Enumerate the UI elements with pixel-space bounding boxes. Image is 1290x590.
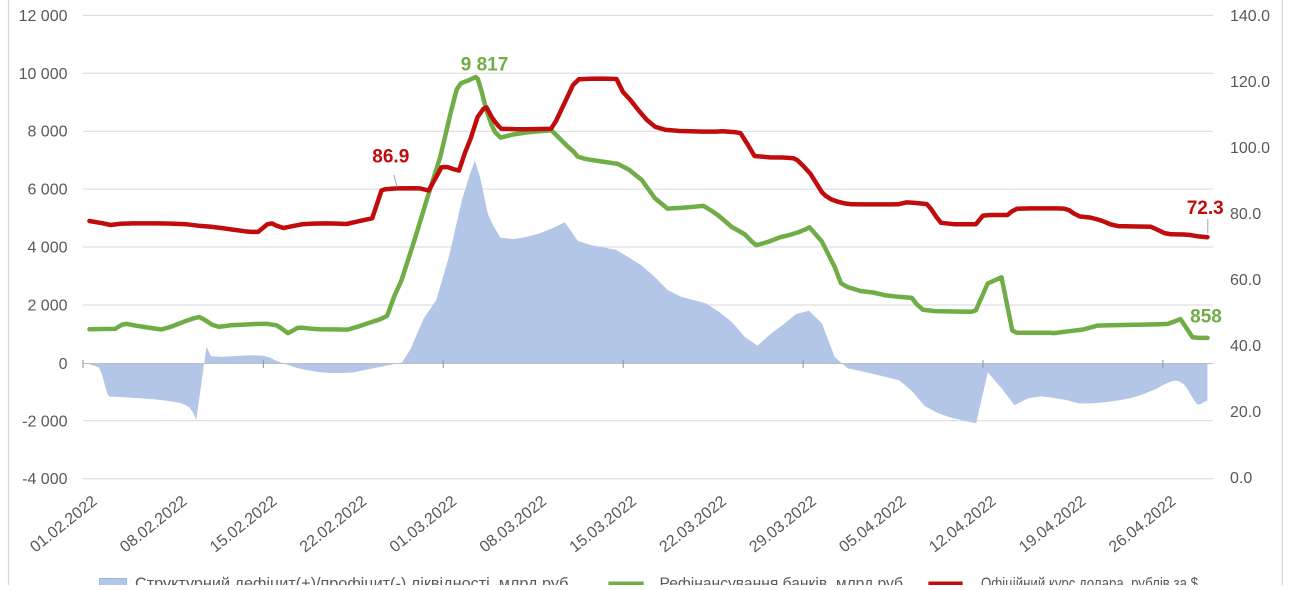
svg-text:0.0: 0.0 — [1230, 470, 1252, 487]
svg-text:4 000: 4 000 — [27, 240, 67, 257]
svg-text:9 817: 9 817 — [461, 55, 509, 76]
svg-text:Структурний дефіцит(+)/профіци: Структурний дефіцит(+)/профіцит(-) лікві… — [135, 576, 568, 586]
svg-text:100.0: 100.0 — [1230, 140, 1270, 157]
svg-text:858: 858 — [1190, 306, 1222, 327]
svg-text:120.0: 120.0 — [1230, 74, 1270, 91]
svg-text:140.0: 140.0 — [1230, 8, 1270, 25]
svg-text:10 000: 10 000 — [19, 66, 68, 83]
svg-text:20.0: 20.0 — [1230, 404, 1261, 421]
svg-text:0: 0 — [59, 356, 68, 373]
svg-text:72.3: 72.3 — [1187, 198, 1224, 219]
svg-text:12 000: 12 000 — [19, 8, 68, 25]
svg-text:-4 000: -4 000 — [22, 471, 67, 488]
svg-text:-2 000: -2 000 — [22, 413, 67, 430]
svg-text:Рефінансування банків, млрд ру: Рефінансування банків, млрд руб — [660, 576, 903, 586]
svg-text:8 000: 8 000 — [27, 124, 67, 141]
svg-text:6 000: 6 000 — [27, 182, 67, 199]
svg-text:2 000: 2 000 — [27, 298, 67, 315]
svg-text:60.0: 60.0 — [1230, 272, 1261, 289]
svg-text:40.0: 40.0 — [1230, 338, 1261, 355]
svg-text:Офіційний курс долара, рублів: Офіційний курс долара, рублів за $ — [981, 576, 1198, 586]
svg-text:86.9: 86.9 — [372, 146, 409, 167]
svg-text:80.0: 80.0 — [1230, 206, 1261, 223]
